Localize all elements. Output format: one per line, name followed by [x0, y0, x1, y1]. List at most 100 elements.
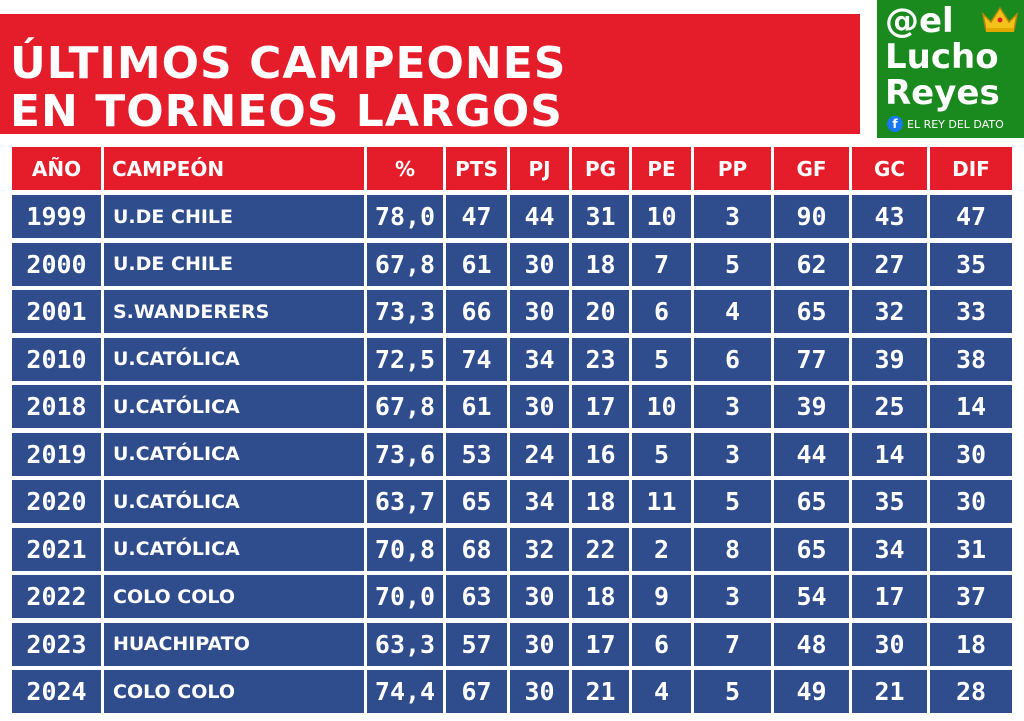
cell-played: 34 — [510, 337, 569, 381]
cell-year: 2010 — [12, 337, 101, 381]
cell-drawn: 6 — [632, 622, 691, 666]
header-lost: PP — [694, 147, 771, 190]
cell-year: 2024 — [12, 670, 101, 713]
cell-played: 30 — [510, 622, 569, 666]
title-banner: ÚLTIMOS CAMPEONES EN TORNEOS LARGOS — [0, 14, 860, 134]
cell-points: 61 — [446, 385, 507, 428]
cell-points: 67 — [446, 670, 507, 713]
cell-champion: U.CATÓLICA — [104, 337, 364, 381]
header-percent: % — [367, 147, 443, 190]
header-champion: CAMPEÓN — [104, 147, 364, 190]
cell-points: 47 — [446, 195, 507, 238]
cell-champion: S.WANDERERS — [104, 290, 364, 333]
cell-year: 2021 — [12, 527, 101, 571]
cell-lost: 8 — [694, 527, 771, 571]
cell-points: 74 — [446, 337, 507, 381]
cell-played: 30 — [510, 385, 569, 428]
page-title-line-1: ÚLTIMOS CAMPEONES — [10, 38, 567, 89]
cell-champion: U.DE CHILE — [104, 242, 364, 286]
cell-percent: 72,5 — [367, 337, 443, 381]
cell-goals-for: 65 — [774, 290, 849, 333]
cell-drawn: 10 — [632, 195, 691, 238]
header-played: PJ — [510, 147, 569, 190]
facebook-icon: f — [887, 116, 903, 132]
cell-champion: U.CATÓLICA — [104, 527, 364, 571]
cell-goals-for: 54 — [774, 575, 849, 618]
cell-goals-for: 48 — [774, 622, 849, 666]
logo-line-1: @el — [885, 1, 954, 41]
cell-goals-against: 14 — [852, 432, 927, 476]
header-year: AÑO — [12, 147, 101, 190]
cell-percent: 67,8 — [367, 242, 443, 286]
cell-percent: 63,7 — [367, 480, 443, 523]
cell-lost: 4 — [694, 290, 771, 333]
cell-drawn: 7 — [632, 242, 691, 286]
cell-won: 17 — [572, 385, 629, 428]
cell-percent: 63,3 — [367, 622, 443, 666]
cell-champion: COLO COLO — [104, 670, 364, 713]
cell-goal-diff: 33 — [930, 290, 1012, 333]
cell-lost: 3 — [694, 385, 771, 428]
cell-goals-against: 30 — [852, 622, 927, 666]
cell-goals-against: 27 — [852, 242, 927, 286]
cell-drawn: 6 — [632, 290, 691, 333]
cell-won: 21 — [572, 670, 629, 713]
cell-lost: 5 — [694, 480, 771, 523]
cell-goals-for: 49 — [774, 670, 849, 713]
cell-played: 34 — [510, 480, 569, 523]
cell-points: 65 — [446, 480, 507, 523]
cell-lost: 3 — [694, 195, 771, 238]
cell-lost: 3 — [694, 432, 771, 476]
cell-won: 23 — [572, 337, 629, 381]
cell-won: 17 — [572, 622, 629, 666]
cell-drawn: 5 — [632, 337, 691, 381]
cell-drawn: 9 — [632, 575, 691, 618]
crown-icon — [981, 6, 1019, 32]
cell-points: 61 — [446, 242, 507, 286]
header-won: PG — [572, 147, 629, 190]
cell-won: 18 — [572, 480, 629, 523]
cell-goals-for: 44 — [774, 432, 849, 476]
cell-champion: COLO COLO — [104, 575, 364, 618]
cell-goal-diff: 14 — [930, 385, 1012, 428]
cell-year: 2023 — [12, 622, 101, 666]
cell-played: 30 — [510, 670, 569, 713]
cell-year: 2020 — [12, 480, 101, 523]
cell-lost: 3 — [694, 575, 771, 618]
cell-points: 68 — [446, 527, 507, 571]
cell-champion: HUACHIPATO — [104, 622, 364, 666]
brand-logo: @el Lucho Reyes f EL REY DEL DATO — [877, 0, 1024, 138]
cell-champion: U.CATÓLICA — [104, 385, 364, 428]
cell-won: 16 — [572, 432, 629, 476]
cell-won: 18 — [572, 242, 629, 286]
cell-drawn: 2 — [632, 527, 691, 571]
cell-goals-for: 65 — [774, 527, 849, 571]
cell-goals-for: 62 — [774, 242, 849, 286]
cell-year: 2018 — [12, 385, 101, 428]
cell-lost: 7 — [694, 622, 771, 666]
header-goal-diff: DIF — [930, 147, 1012, 190]
cell-lost: 5 — [694, 670, 771, 713]
cell-year: 2019 — [12, 432, 101, 476]
cell-goals-against: 25 — [852, 385, 927, 428]
cell-goal-diff: 18 — [930, 622, 1012, 666]
logo-tagline: EL REY DEL DATO — [907, 118, 1004, 131]
cell-goals-for: 39 — [774, 385, 849, 428]
cell-played: 30 — [510, 242, 569, 286]
header-drawn: PE — [632, 147, 691, 190]
cell-goals-against: 43 — [852, 195, 927, 238]
cell-champion: U.CATÓLICA — [104, 432, 364, 476]
cell-points: 53 — [446, 432, 507, 476]
header-goals-against: GC — [852, 147, 927, 190]
cell-goals-against: 32 — [852, 290, 927, 333]
cell-percent: 74,4 — [367, 670, 443, 713]
cell-goals-against: 39 — [852, 337, 927, 381]
cell-won: 20 — [572, 290, 629, 333]
cell-percent: 73,3 — [367, 290, 443, 333]
cell-points: 57 — [446, 622, 507, 666]
cell-won: 22 — [572, 527, 629, 571]
cell-goals-against: 34 — [852, 527, 927, 571]
cell-drawn: 10 — [632, 385, 691, 428]
header-goals-for: GF — [774, 147, 849, 190]
cell-goals-against: 21 — [852, 670, 927, 713]
